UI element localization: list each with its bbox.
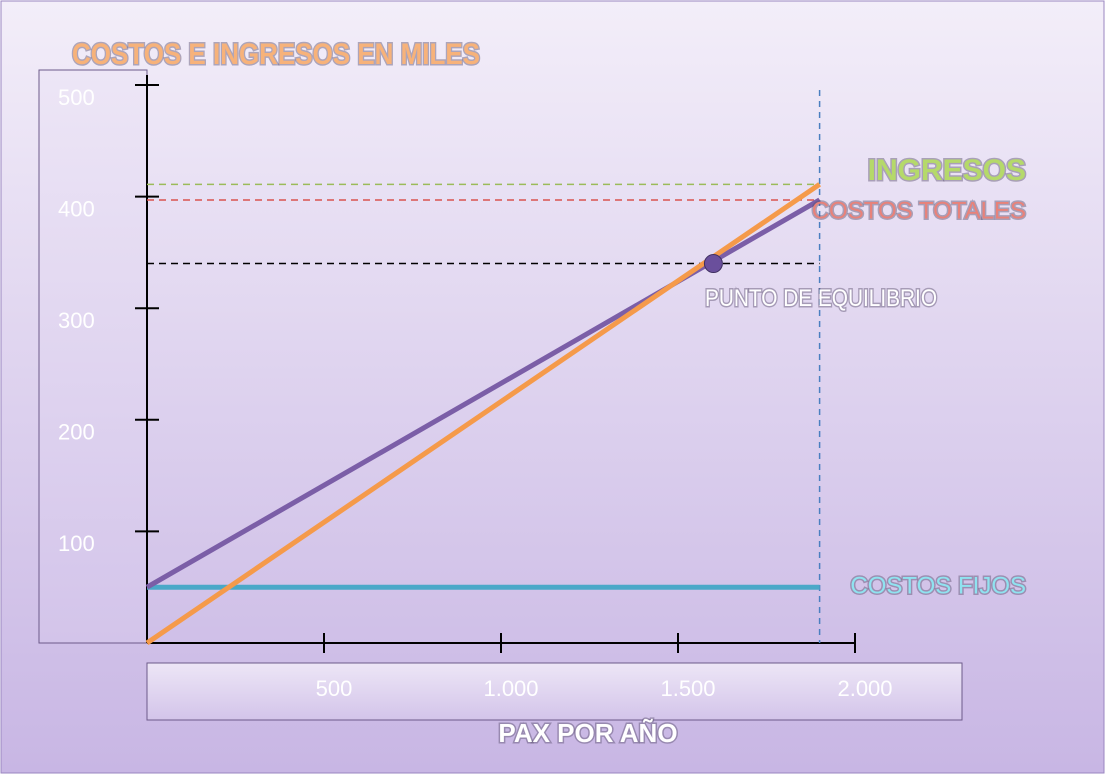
chart-title: COSTOS E INGRESOS EN MILES — [72, 38, 480, 71]
plot: 100 200 300 400 500 500 1.000 1.500 2.000 COSTOS … — [58, 75, 1028, 701]
y-tick-label: 500 — [58, 85, 95, 110]
series-label: COSTOS FIJOS — [850, 573, 1026, 600]
break-even-point — [703, 254, 723, 274]
x-tick-label: 500 — [316, 676, 353, 701]
break-even-label: PUNTO DE EQUILIBRIO — [705, 285, 937, 312]
series-label: COSTOS TOTALES — [812, 197, 1026, 224]
x-tick-label: 1.000 — [483, 676, 538, 701]
x-tick-label: 2.000 — [837, 676, 892, 701]
y-label-box — [38, 69, 148, 644]
y-tick-label: 300 — [58, 308, 95, 333]
y-tick-label: 100 — [58, 531, 95, 556]
y-tick-label: 400 — [58, 196, 95, 221]
x-label-box — [146, 662, 963, 721]
x-axis-label: PAX POR AÑO — [498, 718, 677, 748]
x-tick-label: 1.500 — [660, 676, 715, 701]
y-tick-label: 200 — [58, 420, 95, 445]
series-label: INGRESOS — [868, 154, 1026, 187]
